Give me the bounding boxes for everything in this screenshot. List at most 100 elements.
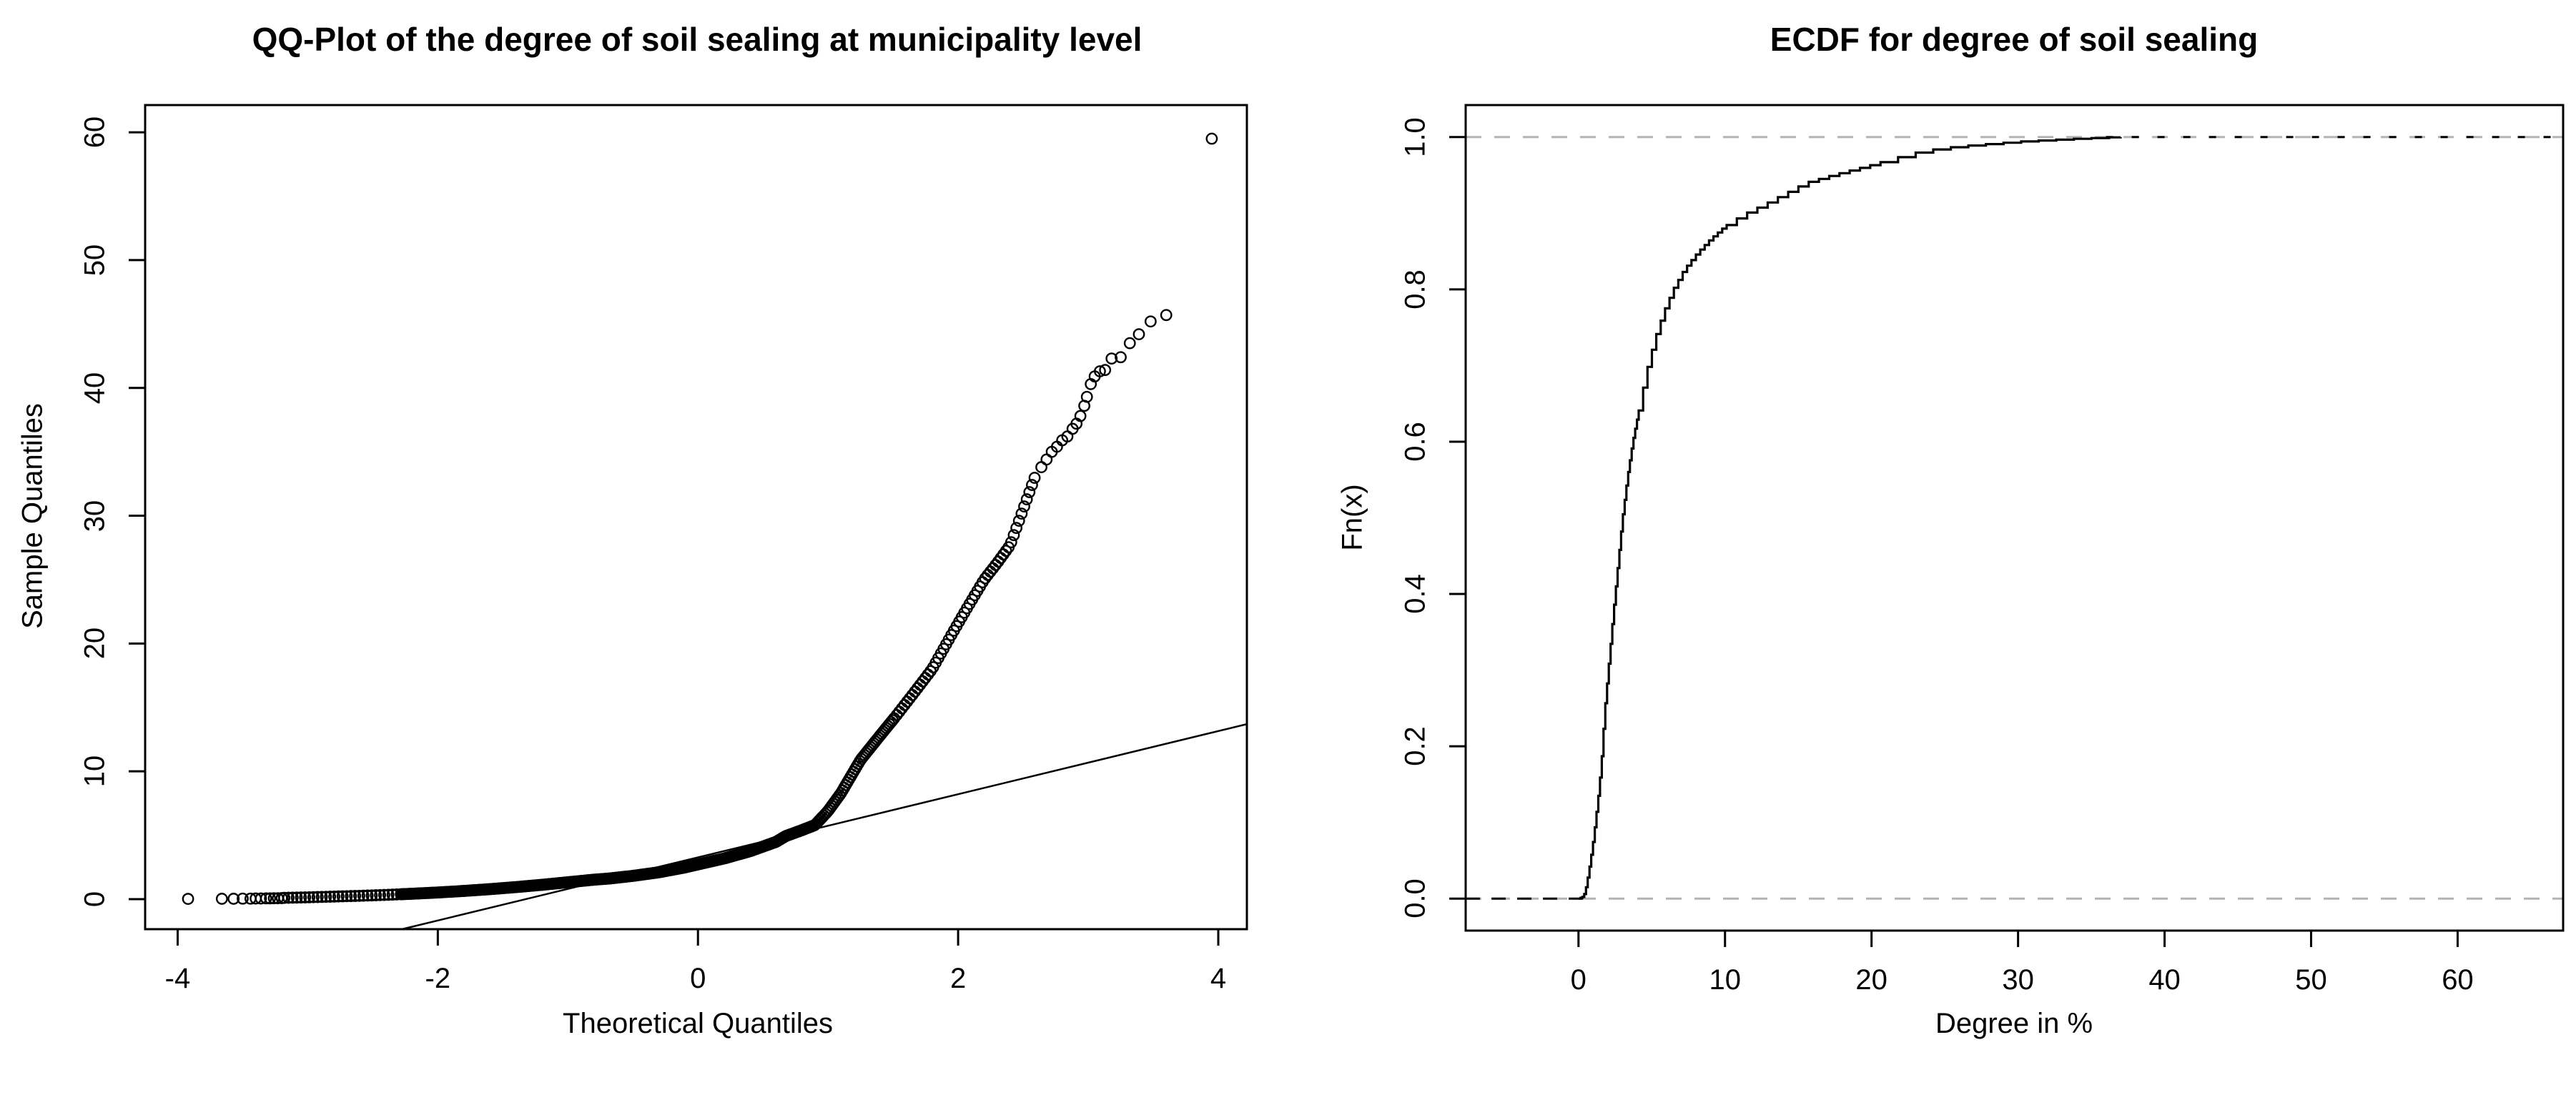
qq-point-right-tail bbox=[1123, 337, 1136, 350]
qq-point bbox=[357, 889, 370, 902]
qq-point-right-tail bbox=[1132, 328, 1145, 341]
ecdf-plot-y-tick-label: 0.2 bbox=[1399, 726, 1431, 766]
qq-point bbox=[1005, 536, 1017, 549]
qq-point-left-tail bbox=[275, 892, 288, 904]
qq-point bbox=[320, 891, 332, 903]
ecdf-yaxis-label: Fn(x) bbox=[1336, 484, 1368, 551]
qq-point-right-tail bbox=[1115, 351, 1127, 364]
qq-point bbox=[353, 889, 365, 902]
qq-point bbox=[328, 890, 340, 903]
qq-plot-y-tick-label: 20 bbox=[79, 628, 111, 660]
ecdf-plot-y-tick-label: 0.4 bbox=[1399, 574, 1431, 614]
qq-point bbox=[307, 891, 320, 903]
qq-point bbox=[909, 685, 922, 698]
qq-point bbox=[382, 888, 395, 901]
qq-point bbox=[901, 695, 914, 708]
qq-plot-x-tick-label: -4 bbox=[164, 963, 191, 994]
qq-point bbox=[898, 698, 911, 711]
qq-point bbox=[906, 688, 919, 701]
qq-point bbox=[1012, 515, 1025, 527]
qq-point bbox=[911, 682, 924, 695]
qq-point bbox=[982, 569, 994, 581]
qq-point-right-tail bbox=[1094, 365, 1106, 377]
qq-point-left-tail bbox=[267, 892, 280, 905]
ecdf-plot-y-tick-label: 0.8 bbox=[1399, 269, 1431, 309]
qq-point bbox=[1010, 522, 1023, 535]
ecdf-plot-x-tick-label: 40 bbox=[2148, 964, 2181, 996]
qq-point-left-tail bbox=[182, 893, 194, 906]
ecdf-plot-frame bbox=[1464, 104, 2565, 932]
qq-plot-x-tick-label: 2 bbox=[949, 963, 967, 994]
qq-point-outlier bbox=[1205, 132, 1218, 145]
ecdf-plot-x-tick-label: 30 bbox=[2002, 964, 2034, 996]
qq-point bbox=[377, 888, 390, 901]
qq-point bbox=[922, 668, 934, 681]
qq-plot-y-tick-label: 30 bbox=[79, 500, 111, 532]
qq-point-left-tail bbox=[215, 893, 228, 905]
qq-point-left-tail bbox=[255, 892, 267, 905]
qq-point bbox=[917, 675, 929, 688]
qq-point bbox=[365, 889, 378, 902]
ecdf-plot-x-tick-label: 20 bbox=[1855, 964, 1887, 996]
qq-plot-frame bbox=[144, 104, 1248, 931]
qq-point-right-tail bbox=[1080, 390, 1093, 403]
ecdf-plot-x-tick-label: 60 bbox=[2442, 964, 2474, 996]
qq-point bbox=[349, 890, 362, 902]
qq-point-left-tail bbox=[272, 892, 284, 905]
qq-point bbox=[299, 891, 312, 903]
qq-point bbox=[370, 889, 383, 901]
qq-point bbox=[904, 692, 916, 705]
qq-point-left-tail bbox=[264, 892, 277, 905]
qq-point bbox=[1015, 507, 1028, 520]
ecdf-plot-y-tick-label: 0.0 bbox=[1399, 878, 1431, 919]
qq-plot-y-tick-label: 40 bbox=[79, 372, 111, 404]
qq-point bbox=[303, 891, 316, 903]
qq-plot-title: QQ-Plot of the degree of soil sealing at… bbox=[252, 21, 1143, 58]
qq-reference-line bbox=[401, 723, 1248, 931]
ecdf-plot-x-tick-label: 50 bbox=[2295, 964, 2327, 996]
qq-point bbox=[295, 891, 307, 904]
qq-point bbox=[290, 891, 303, 904]
qq-plot-x-tick-label: 4 bbox=[1210, 963, 1227, 994]
qq-point bbox=[345, 890, 357, 903]
qq-plot-y-tick-label: 10 bbox=[79, 755, 111, 788]
qq-point-left-tail bbox=[237, 892, 249, 905]
qq-point-right-tail bbox=[1144, 315, 1157, 328]
qq-point-left-tail bbox=[227, 893, 240, 905]
qq-plot-y-tick-label: 60 bbox=[79, 116, 111, 149]
qq-xaxis-label: Theoretical Quantiles bbox=[563, 1008, 833, 1039]
qq-point-right-tail bbox=[1105, 352, 1118, 365]
ecdf-curve bbox=[1579, 136, 2122, 900]
qq-point bbox=[919, 672, 932, 684]
qq-point bbox=[1028, 472, 1041, 484]
qq-point-right-tail bbox=[1160, 309, 1173, 322]
qq-plot-x-tick-label: 0 bbox=[690, 963, 706, 994]
ecdf-plot-x-tick-label: 10 bbox=[1709, 964, 1741, 996]
qq-point bbox=[361, 889, 374, 902]
qq-point bbox=[315, 891, 328, 903]
qq-point-right-tail bbox=[1099, 364, 1112, 377]
qq-point bbox=[914, 678, 927, 691]
qq-point bbox=[311, 891, 324, 903]
qq-point bbox=[896, 702, 908, 715]
ecdf-plot-x-tick-label: 0 bbox=[1570, 964, 1586, 996]
qq-point-right-tail bbox=[1074, 410, 1087, 422]
ecdf-xaxis-label: Degree in % bbox=[1935, 1008, 2093, 1039]
qq-point bbox=[984, 565, 997, 578]
qq-yaxis-label: Sample Quantiles bbox=[16, 403, 49, 629]
qq-point bbox=[324, 891, 337, 903]
qq-point-left-tail bbox=[260, 892, 272, 905]
ecdf-plot-y-tick-label: 0.6 bbox=[1399, 422, 1431, 462]
qq-point bbox=[1023, 486, 1036, 498]
qq-point bbox=[340, 890, 353, 903]
qq-plot-y-tick-label: 0 bbox=[79, 891, 111, 908]
qq-point bbox=[1007, 529, 1020, 542]
qq-point bbox=[336, 890, 349, 903]
ecdf-plot-y-tick-label: 1.0 bbox=[1399, 117, 1431, 157]
qq-point bbox=[1020, 493, 1033, 505]
qq-point bbox=[987, 562, 1000, 575]
qq-plot-y-tick-label: 50 bbox=[79, 244, 111, 277]
qq-point bbox=[1026, 479, 1038, 491]
